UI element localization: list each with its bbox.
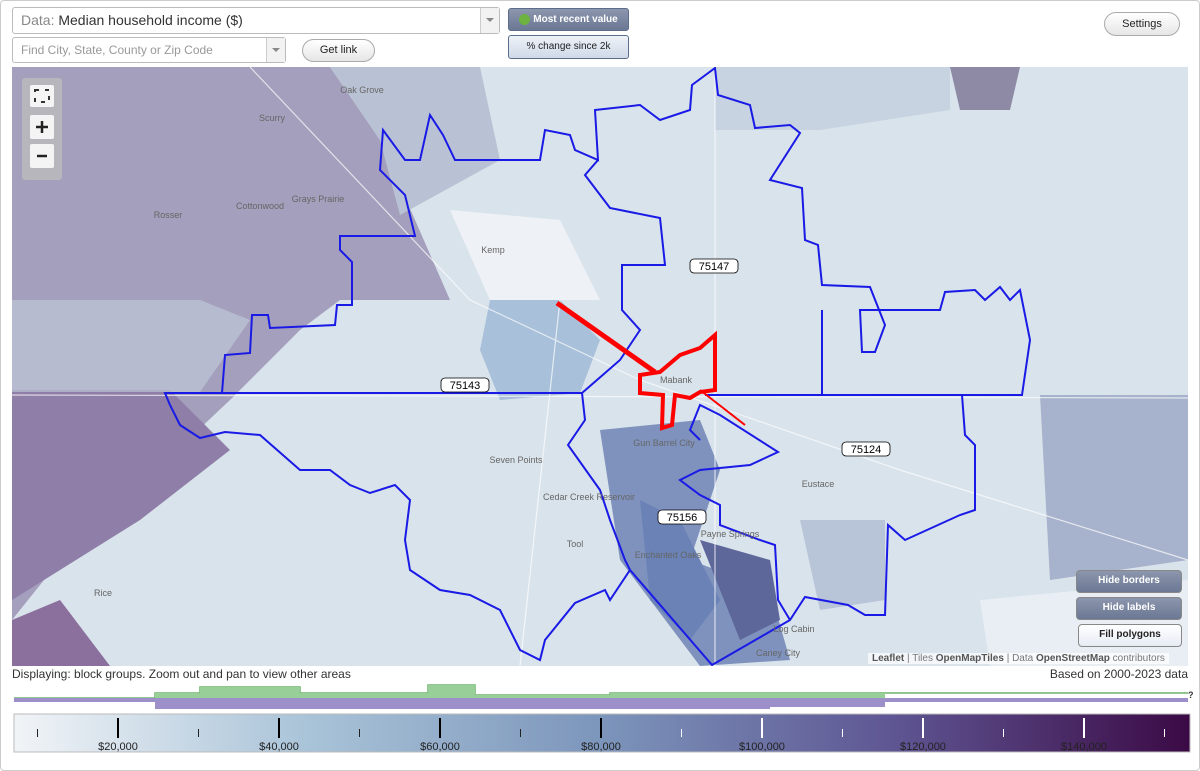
legend-tick-label: $100,000: [739, 741, 785, 753]
place-label: Log Cabin: [773, 624, 814, 634]
settings-button[interactable]: Settings: [1104, 12, 1180, 36]
place-label: Cottonwood: [236, 201, 284, 211]
hide-labels-button[interactable]: Hide labels: [1076, 597, 1182, 620]
place-label: Kemp: [481, 245, 505, 255]
attr-link[interactable]: OpenStreetMap: [1035, 653, 1110, 664]
zip-label: 75124: [851, 444, 882, 456]
region: [480, 300, 600, 400]
place-label: Tool: [567, 539, 584, 549]
place-label: Grays Prairie: [292, 194, 345, 204]
legend-help[interactable]: ?: [1188, 690, 1194, 700]
search-placeholder: Find City, State, County or Zip Code: [21, 43, 213, 57]
zip-border: [678, 403, 791, 621]
zip-label: 75143: [450, 380, 481, 392]
place-label: Enchanted Oaks: [635, 550, 702, 560]
zip-badge: [689, 258, 739, 274]
region: [1040, 395, 1188, 580]
place-label: Rosser: [154, 210, 183, 220]
red-border: [555, 300, 657, 375]
place-label: Caney City: [756, 648, 801, 658]
data-label: Data:: [21, 12, 55, 28]
zip-border: [705, 310, 962, 396]
zip-badge: [657, 509, 707, 525]
region: [12, 390, 230, 600]
region: [12, 600, 110, 666]
place-label: Scurry: [259, 113, 286, 123]
region: [715, 67, 950, 130]
plus-icon: [36, 121, 48, 133]
caret: [480, 8, 499, 33]
caret: [266, 38, 285, 62]
legend-tick-label: $60,000: [420, 741, 460, 753]
red-border: [699, 389, 746, 426]
legend-tick-label: $140,000: [1061, 741, 1107, 753]
region: [700, 540, 780, 640]
zip-border: [566, 392, 631, 571]
zip-border: [165, 159, 667, 394]
region: [330, 67, 500, 215]
attribution: Leaflet | Tiles OpenMapTiles | Data Open…: [868, 653, 1169, 664]
attr-text: contributors: [1112, 653, 1165, 664]
place-label: Seven Points: [489, 455, 543, 465]
place-label: Payne Springs: [701, 529, 760, 539]
fill-polygons-button[interactable]: Fill polygons: [1078, 624, 1182, 647]
zip-label: 75147: [699, 261, 730, 273]
place-label: Rice: [94, 588, 112, 598]
fullscreen-icon: [34, 89, 50, 103]
search-box[interactable]: Find City, State, County or Zip Code: [12, 37, 286, 63]
most-recent-toggle[interactable]: Most recent value: [508, 8, 629, 31]
zip-border: [163, 67, 1032, 666]
region: [12, 300, 250, 392]
map[interactable]: Oak Grove Scurry Grays Prairie Cottonwood Ro…: [12, 67, 1188, 666]
legend-tick-label: $20,000: [98, 741, 138, 753]
status-right: Based on 2000-2023 data: [1049, 667, 1188, 681]
place-label: Cedar Creek Reservoir: [543, 492, 635, 502]
attr-link[interactable]: OpenMapTiles: [935, 653, 1004, 664]
legend-tick-label: $40,000: [259, 741, 299, 753]
place-label: Gun Barrel City: [633, 438, 695, 448]
zip-badge: [440, 377, 490, 393]
region: [450, 210, 600, 300]
check-icon: [519, 13, 531, 25]
red-border: [638, 330, 717, 431]
legend-tick-label: $120,000: [900, 741, 946, 753]
attr-link[interactable]: Leaflet: [872, 653, 905, 664]
place-label: Eustace: [802, 479, 835, 489]
hide-borders-button[interactable]: Hide borders: [1076, 570, 1182, 593]
legend-ticks: $20,000 $40,000 $60,000 $80,000 $100,000 $120…: [37, 718, 1165, 753]
data-value: Median household income ($): [58, 12, 243, 28]
place-labels: Oak Grove Scurry Grays Prairie Cottonwood Ro…: [94, 85, 834, 658]
zip-labels: 75147 75143 75124 75156: [440, 258, 891, 525]
region: [950, 67, 1020, 110]
histogram: [14, 684, 1188, 709]
region: [800, 520, 885, 610]
place-label: Mabank: [660, 375, 693, 385]
most-recent-label: Most recent value: [533, 14, 618, 25]
place-label: Oak Grove: [340, 85, 384, 95]
attr-text: | Data: [1006, 653, 1034, 664]
status-left: Displaying: block groups. Zoom out and p…: [12, 667, 351, 681]
get-link-button[interactable]: Get link: [302, 39, 375, 62]
data-select[interactable]: Data: Median household income ($): [12, 7, 500, 34]
zip-badge: [841, 441, 891, 457]
fullscreen-button[interactable]: [30, 85, 54, 107]
attr-text: | Tiles: [907, 653, 933, 664]
pct-change-toggle[interactable]: % change since 2k: [508, 35, 629, 59]
zip-label: 75156: [667, 512, 698, 524]
legend-tick-label: $80,000: [581, 741, 621, 753]
